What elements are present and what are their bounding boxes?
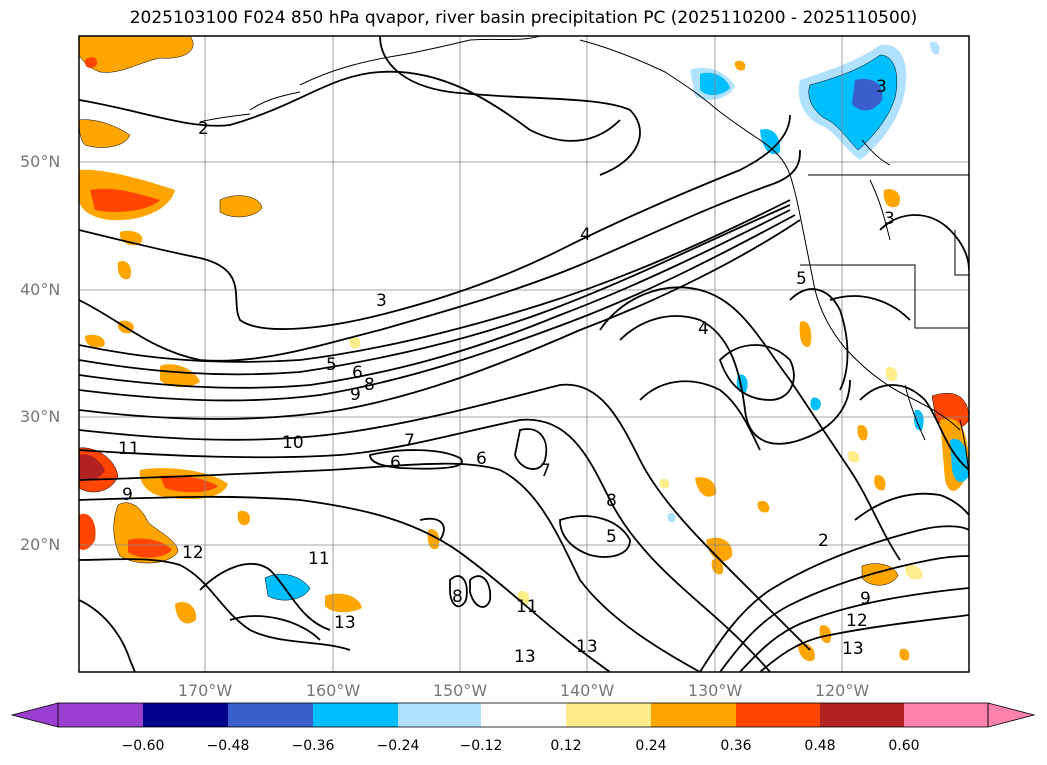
lat-label-20n: 20°N (20, 535, 61, 554)
contour-label: 4 (580, 225, 591, 245)
lat-label-30n: 30°N (20, 407, 61, 426)
contour-label: 10 (282, 433, 304, 453)
contour-label: 12 (182, 543, 204, 563)
colorbar (10, 702, 1036, 728)
contour-label: 11 (308, 549, 330, 569)
contour-label: 8 (452, 587, 463, 607)
contour-label: 3 (876, 77, 887, 97)
colorbar-segment (398, 703, 481, 727)
contour-label: 9 (122, 485, 133, 505)
contour-label: 3 (376, 291, 387, 311)
colorbar-segment (904, 703, 988, 727)
contour-label: 8 (606, 491, 617, 511)
colorbar-extend-high (987, 702, 1036, 728)
colorbar-tick: −0.36 (291, 738, 335, 754)
colorbar-segment (651, 703, 736, 727)
contour-label: 13 (514, 647, 536, 667)
lon-label-120w: 120°W (814, 681, 870, 700)
contour-label: 3 (884, 209, 895, 229)
contour-label: 9 (860, 589, 871, 609)
colorbar-segment (736, 703, 820, 727)
lon-label-130w: 130°W (687, 681, 743, 700)
contour-label: 11 (516, 597, 538, 617)
colorbar-segment (566, 703, 651, 727)
colorbar-tick: 0.36 (720, 738, 752, 754)
colorbar-tick: 0.48 (804, 738, 836, 754)
colorbar-tick: −0.12 (459, 738, 503, 754)
contour-label: 12 (846, 611, 868, 631)
lon-label-160w: 160°W (305, 681, 361, 700)
colorbar-tick: −0.48 (206, 738, 250, 754)
contour-label: 13 (576, 637, 598, 657)
colorbar-tick: 0.12 (550, 738, 582, 754)
contour-label: 5 (796, 269, 807, 289)
colorbar-tick: −0.24 (376, 738, 420, 754)
lat-label-40n: 40°N (20, 280, 61, 299)
colorbar-segment (820, 703, 904, 727)
colorbar-segment (58, 703, 143, 727)
contour-label: 13 (334, 613, 356, 633)
map-title: 2025103100 F024 850 hPa qvapor, river ba… (129, 8, 918, 28)
contour-label: 5 (606, 527, 617, 547)
colorbar-tick: 0.60 (888, 738, 920, 754)
colorbar-segment (228, 703, 313, 727)
contour-label: 7 (404, 431, 415, 451)
contour-label: 2 (198, 119, 209, 139)
colorbar-segment (313, 703, 398, 727)
contour-labels: 2 3 3 4 4 5 5 5 6 6 7 7 8 8 9 9 9 10 11 … (118, 77, 895, 667)
qvapor-contours (79, 36, 969, 672)
contour-label: 9 (350, 385, 361, 405)
graticule (79, 36, 969, 672)
contour-label: 8 (364, 375, 375, 395)
contour-label: 5 (326, 355, 337, 375)
precip-anomaly-fills (79, 36, 530, 624)
contour-label: 2 (818, 531, 829, 551)
colorbar-segment (481, 703, 566, 727)
lon-label-140w: 140°W (559, 681, 615, 700)
contour-label: 4 (698, 319, 709, 339)
colorbar-tick: 0.24 (635, 738, 667, 754)
colorbar-segment (143, 703, 228, 727)
precip-anomaly-fills-east (659, 41, 969, 662)
lat-label-50n: 50°N (20, 152, 61, 171)
contour-label: 13 (842, 639, 864, 659)
colorbar-extend-low (10, 702, 59, 728)
contour-label: 11 (118, 439, 140, 459)
colorbar-tick: −0.60 (121, 738, 165, 754)
contour-label: 6 (390, 453, 401, 473)
map-frame (78, 35, 970, 673)
contour-label: 6 (476, 449, 487, 469)
contour-label: 7 (540, 461, 551, 481)
contour-label: 6 (352, 363, 363, 383)
lon-label-150w: 150°W (432, 681, 488, 700)
lon-label-170w: 170°W (177, 681, 233, 700)
